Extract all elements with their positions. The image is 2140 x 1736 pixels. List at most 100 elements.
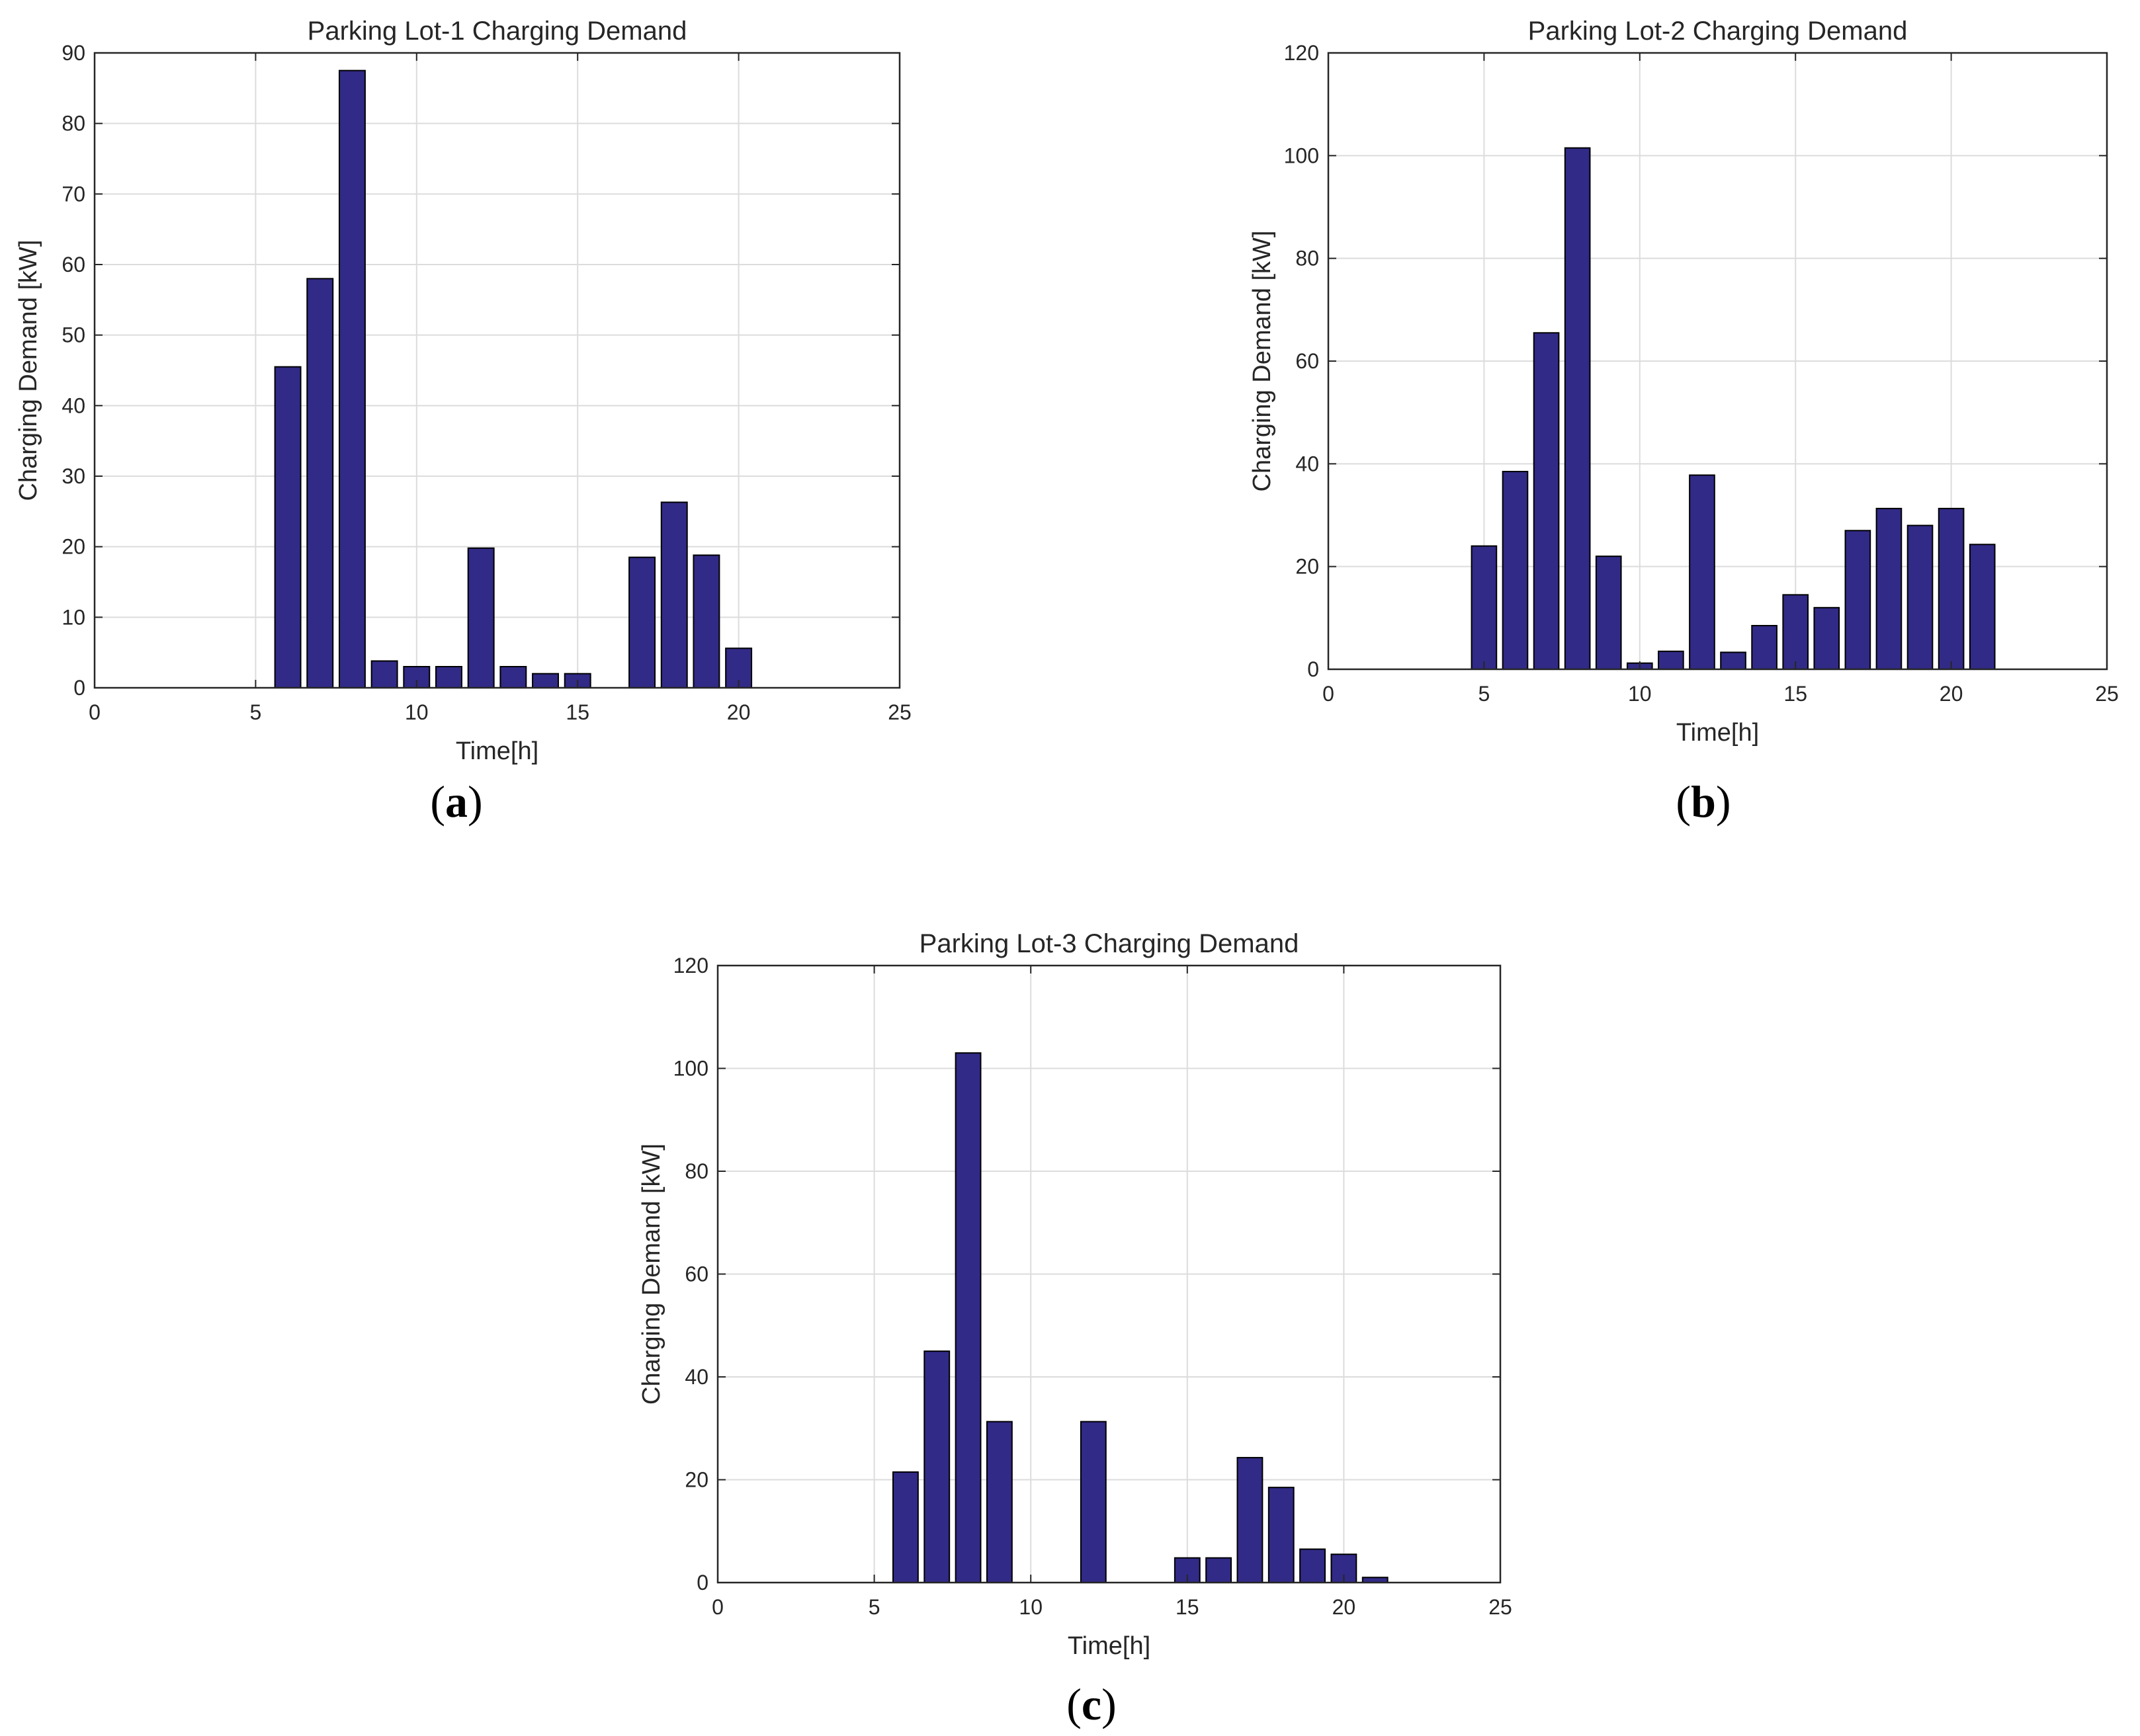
x-tick-label: 10 [405, 700, 429, 724]
bar [986, 1421, 1013, 1584]
bar [1751, 624, 1777, 671]
caption-letter: b [1691, 776, 1716, 827]
y-tick-label: 50 [62, 323, 85, 347]
x-tick-label: 15 [1176, 1595, 1199, 1619]
bar [1267, 1487, 1295, 1584]
y-tick-label: 0 [1307, 657, 1319, 681]
bar [370, 660, 398, 689]
bar [1533, 332, 1560, 670]
y-tick-label: 20 [1295, 555, 1319, 579]
bar [1906, 524, 1934, 670]
bar [660, 501, 688, 688]
y-tick-label: 0 [697, 1571, 708, 1594]
x-tick-label: 5 [1478, 682, 1490, 706]
caption-open-paren: ( [430, 776, 445, 827]
bar [1782, 594, 1809, 671]
chart-parking-lot-2: 0 5 10 15 20 25 0 20 40 60 80 100 120 Parking Lot-2 C… [1248, 17, 2119, 827]
bar [532, 673, 559, 689]
x-tick-label: 15 [1783, 682, 1807, 706]
chart-title: Parking Lot-1 Charging Demand [308, 17, 687, 46]
bar [467, 547, 495, 688]
y-tick-label: 80 [685, 1159, 708, 1183]
bar [1720, 651, 1746, 670]
bar [892, 1471, 919, 1583]
bar [1875, 507, 1903, 670]
y-tick-label: 60 [1295, 349, 1319, 373]
y-tick-label: 60 [62, 253, 85, 276]
x-tick-label: 0 [712, 1595, 724, 1619]
y-tick-label: 80 [62, 112, 85, 136]
y-tick-label: 40 [62, 393, 85, 417]
bar [1813, 606, 1840, 670]
x-tick-label: 10 [1628, 682, 1652, 706]
x-tick-label: 15 [566, 700, 589, 724]
x-tick-label: 5 [250, 700, 262, 724]
chart-title: Parking Lot-3 Charging Demand [920, 929, 1299, 958]
axes-box [93, 52, 901, 689]
y-tick-label: 100 [1284, 144, 1319, 167]
x-axis-label: Time[h] [1068, 1632, 1150, 1660]
y-tick-label: 60 [685, 1262, 708, 1286]
x-tick-label: 0 [1322, 682, 1334, 706]
caption-close-paren: ) [468, 776, 483, 827]
bar [1236, 1457, 1263, 1583]
caption-letter: a [445, 776, 468, 827]
caption-letter: c [1082, 1679, 1101, 1729]
bar [1205, 1557, 1232, 1583]
bar [338, 69, 366, 688]
chart-parking-lot-1: 0 5 10 15 20 25 0 10 20 30 40 50 60 70 80 90 Parking Lot… [15, 17, 912, 827]
x-tick-label: 25 [1488, 1595, 1512, 1619]
x-tick-label: 25 [2095, 682, 2119, 706]
bar [1689, 474, 1715, 670]
bar [1844, 530, 1871, 670]
y-tick-label: 20 [685, 1468, 708, 1492]
bar [1471, 545, 1498, 670]
x-tick-label: 20 [727, 700, 751, 724]
chart-title: Parking Lot-2 Charging Demand [1528, 17, 1908, 46]
x-tick-label: 20 [1940, 682, 1963, 706]
bar [1564, 147, 1591, 670]
y-tick-label: 100 [673, 1057, 708, 1081]
bar [274, 366, 302, 689]
y-tick-label: 90 [62, 41, 85, 65]
y-axis-label: Charging Demand [kW] [638, 1143, 665, 1405]
y-tick-label: 120 [673, 954, 708, 977]
bar [1969, 544, 1996, 671]
bar [1938, 507, 1965, 670]
panel-caption: (b) [1676, 776, 1731, 827]
caption-close-paren: ) [1101, 1679, 1117, 1729]
x-tick-label: 0 [89, 700, 101, 724]
y-tick-label: 10 [62, 605, 85, 629]
bar [1299, 1548, 1326, 1583]
y-axis-label: Charging Demand [kW] [1248, 231, 1276, 492]
caption-open-paren: ( [1066, 1679, 1082, 1729]
bar [1080, 1421, 1107, 1584]
x-tick-label: 25 [888, 700, 912, 724]
x-tick-label: 20 [1332, 1595, 1356, 1619]
bar [435, 666, 462, 688]
caption-open-paren: ( [1676, 776, 1691, 827]
bar [306, 278, 334, 689]
y-tick-label: 40 [1295, 452, 1319, 475]
bar [628, 556, 656, 689]
bar [955, 1052, 982, 1584]
y-tick-label: 40 [685, 1365, 708, 1389]
bar [693, 554, 720, 689]
y-tick-label: 80 [1295, 247, 1319, 270]
y-tick-label: 120 [1284, 41, 1319, 65]
y-tick-label: 20 [62, 535, 85, 559]
bar [1502, 470, 1529, 670]
y-tick-label: 30 [62, 464, 85, 488]
y-tick-label: 0 [73, 676, 85, 700]
y-axis-label: Charging Demand [kW] [15, 240, 42, 501]
panel-caption: (a) [430, 776, 482, 827]
bar [1658, 650, 1684, 670]
chart-parking-lot-3: 0 5 10 15 20 25 0 20 40 60 80 100 120 Parking Lot-3 C… [638, 929, 1512, 1729]
bar [499, 666, 527, 688]
panel-caption: (c) [1066, 1679, 1117, 1729]
plot-area [95, 53, 900, 688]
x-tick-label: 5 [869, 1595, 880, 1619]
x-tick-label: 10 [1019, 1595, 1043, 1619]
x-axis-label: Time[h] [456, 737, 538, 765]
